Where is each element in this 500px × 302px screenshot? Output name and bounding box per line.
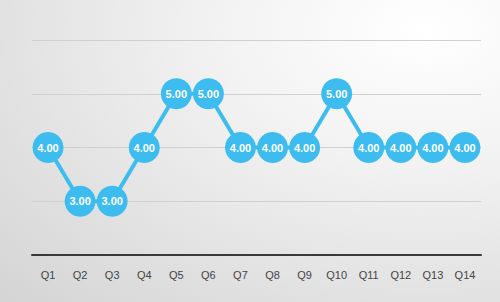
svg-text:Q1: Q1 — [41, 269, 56, 281]
svg-text:Q10: Q10 — [326, 269, 347, 281]
svg-text:4.00: 4.00 — [390, 142, 411, 154]
svg-text:Q12: Q12 — [390, 269, 411, 281]
svg-text:5.00: 5.00 — [198, 88, 219, 100]
svg-text:3.00: 3.00 — [69, 195, 90, 207]
svg-text:Q14: Q14 — [455, 269, 476, 281]
svg-text:Q11: Q11 — [359, 269, 379, 281]
svg-text:Q7: Q7 — [233, 269, 248, 281]
svg-text:4.00: 4.00 — [358, 142, 379, 154]
svg-text:Q8: Q8 — [265, 269, 280, 281]
svg-text:4.00: 4.00 — [262, 142, 283, 154]
svg-text:Q6: Q6 — [201, 269, 216, 281]
svg-text:4.00: 4.00 — [422, 142, 443, 154]
svg-text:Q9: Q9 — [297, 269, 312, 281]
svg-text:5.00: 5.00 — [166, 88, 187, 100]
svg-text:4.00: 4.00 — [454, 142, 475, 154]
svg-text:Q4: Q4 — [137, 269, 152, 281]
svg-text:Q2: Q2 — [73, 269, 88, 281]
svg-text:3.00: 3.00 — [101, 195, 122, 207]
svg-text:Q13: Q13 — [422, 269, 443, 281]
svg-text:5.00: 5.00 — [326, 88, 347, 100]
svg-text:4.00: 4.00 — [134, 142, 155, 154]
svg-text:4.00: 4.00 — [294, 142, 315, 154]
svg-text:4.00: 4.00 — [37, 142, 58, 154]
svg-text:Q5: Q5 — [169, 269, 184, 281]
svg-text:4.00: 4.00 — [230, 142, 251, 154]
svg-text:Q3: Q3 — [105, 269, 120, 281]
